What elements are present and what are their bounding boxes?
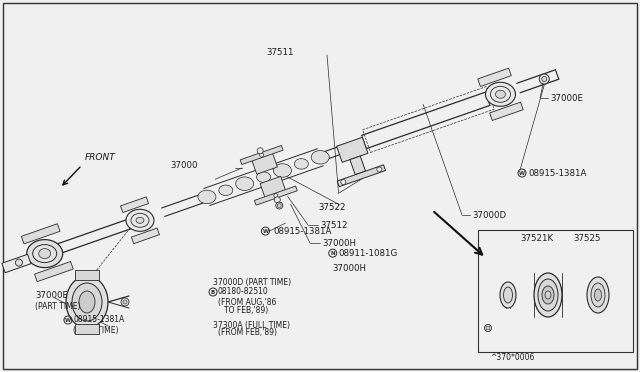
Ellipse shape <box>545 291 551 299</box>
Text: W: W <box>65 317 71 323</box>
Polygon shape <box>21 224 60 244</box>
Circle shape <box>123 300 127 304</box>
Ellipse shape <box>79 291 95 313</box>
Polygon shape <box>251 151 277 174</box>
Ellipse shape <box>504 287 513 303</box>
Polygon shape <box>35 262 73 282</box>
Circle shape <box>274 193 278 198</box>
Ellipse shape <box>257 172 271 182</box>
Text: B: B <box>211 289 215 295</box>
Text: 37000D: 37000D <box>472 211 506 219</box>
Ellipse shape <box>495 90 506 98</box>
Text: TO FEB,'89): TO FEB,'89) <box>224 307 268 315</box>
Text: 08911-1081G: 08911-1081G <box>339 248 398 258</box>
Text: 37511: 37511 <box>266 48 294 57</box>
Circle shape <box>260 153 264 157</box>
Circle shape <box>15 259 22 266</box>
Text: FRONT: FRONT <box>85 153 116 162</box>
Ellipse shape <box>236 177 253 190</box>
Circle shape <box>276 202 283 209</box>
Text: 08180-82510: 08180-82510 <box>218 288 269 296</box>
Text: (PART TIME): (PART TIME) <box>35 301 81 311</box>
Ellipse shape <box>534 273 562 317</box>
Text: 37512: 37512 <box>320 221 348 230</box>
Ellipse shape <box>273 164 291 177</box>
Ellipse shape <box>595 289 602 301</box>
Ellipse shape <box>66 276 108 328</box>
Ellipse shape <box>490 86 511 102</box>
Polygon shape <box>490 102 523 121</box>
Polygon shape <box>260 176 286 200</box>
Text: 37521K: 37521K <box>520 234 553 243</box>
Text: 37525: 37525 <box>573 234 600 243</box>
Text: 37522: 37522 <box>318 202 346 212</box>
Ellipse shape <box>591 283 605 307</box>
Polygon shape <box>337 165 385 187</box>
Circle shape <box>341 180 346 185</box>
Polygon shape <box>240 145 283 164</box>
Polygon shape <box>75 324 99 334</box>
Ellipse shape <box>198 190 216 203</box>
Polygon shape <box>2 254 31 273</box>
Text: (FROM FEB,'89): (FROM FEB,'89) <box>218 327 277 337</box>
Ellipse shape <box>136 217 144 223</box>
Text: 08915-1381A: 08915-1381A <box>528 169 586 177</box>
Circle shape <box>486 326 490 330</box>
Ellipse shape <box>219 185 233 196</box>
Ellipse shape <box>27 240 63 267</box>
Ellipse shape <box>294 158 308 169</box>
Circle shape <box>121 298 129 306</box>
Text: (PART TIME): (PART TIME) <box>73 326 118 334</box>
Text: ^370*0006: ^370*0006 <box>490 353 534 362</box>
Polygon shape <box>120 197 148 212</box>
Circle shape <box>540 74 549 84</box>
Polygon shape <box>75 270 99 280</box>
Ellipse shape <box>131 213 149 227</box>
Text: 37300A (FULL TIME): 37300A (FULL TIME) <box>213 321 290 330</box>
Polygon shape <box>478 68 511 86</box>
Ellipse shape <box>126 209 154 231</box>
Polygon shape <box>131 228 159 244</box>
Text: 37000H: 37000H <box>333 264 367 273</box>
Circle shape <box>275 197 280 203</box>
Ellipse shape <box>38 248 51 259</box>
Bar <box>478 230 633 352</box>
Text: N: N <box>330 251 335 256</box>
Circle shape <box>277 203 282 208</box>
Text: 08915-1381A: 08915-1381A <box>73 315 124 324</box>
Ellipse shape <box>72 283 102 321</box>
Ellipse shape <box>33 245 57 263</box>
Ellipse shape <box>486 82 515 106</box>
Circle shape <box>257 148 263 154</box>
Text: 37000H: 37000H <box>322 238 356 247</box>
Ellipse shape <box>587 277 609 313</box>
Text: 37000E: 37000E <box>35 291 68 299</box>
Text: W: W <box>519 170 525 176</box>
Circle shape <box>484 324 492 331</box>
Circle shape <box>541 77 547 81</box>
Circle shape <box>377 167 382 172</box>
Ellipse shape <box>500 282 516 308</box>
Polygon shape <box>337 137 368 162</box>
Text: 37000E: 37000E <box>550 93 583 103</box>
Ellipse shape <box>542 286 554 304</box>
Text: 37000: 37000 <box>170 160 198 170</box>
Polygon shape <box>254 186 297 205</box>
Ellipse shape <box>311 151 329 164</box>
Text: 37000D (PART TIME): 37000D (PART TIME) <box>213 278 291 287</box>
Text: W: W <box>262 228 269 234</box>
Polygon shape <box>350 156 365 175</box>
Text: (FROM AUG,'86: (FROM AUG,'86 <box>218 298 276 307</box>
Text: 08915-1381A: 08915-1381A <box>273 227 332 235</box>
Ellipse shape <box>538 279 558 311</box>
